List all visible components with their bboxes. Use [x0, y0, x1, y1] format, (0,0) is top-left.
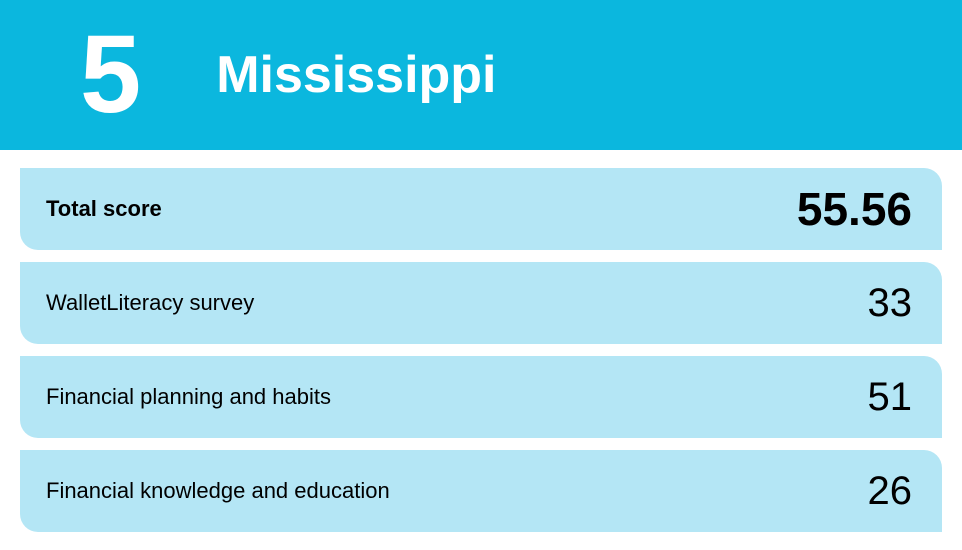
state-title: Mississippi [216, 45, 496, 105]
row-label: Total score [46, 196, 162, 222]
row-financial-knowledge: Financial knowledge and education 26 [20, 450, 942, 532]
row-label: Financial knowledge and education [46, 478, 390, 504]
row-value: 51 [868, 375, 913, 420]
row-financial-planning: Financial planning and habits 51 [20, 356, 942, 438]
row-label: WalletLiteracy survey [46, 290, 254, 316]
rank-number: 5 [80, 20, 141, 130]
row-value: 55.56 [797, 182, 912, 236]
row-value: 26 [868, 469, 913, 514]
header-banner: 5 Mississippi [0, 0, 962, 150]
row-label: Financial planning and habits [46, 384, 331, 410]
row-total-score: Total score 55.56 [20, 168, 942, 250]
score-rows-container: Total score 55.56 WalletLiteracy survey … [0, 150, 962, 532]
row-wallet-literacy: WalletLiteracy survey 33 [20, 262, 942, 344]
row-value: 33 [868, 281, 913, 326]
